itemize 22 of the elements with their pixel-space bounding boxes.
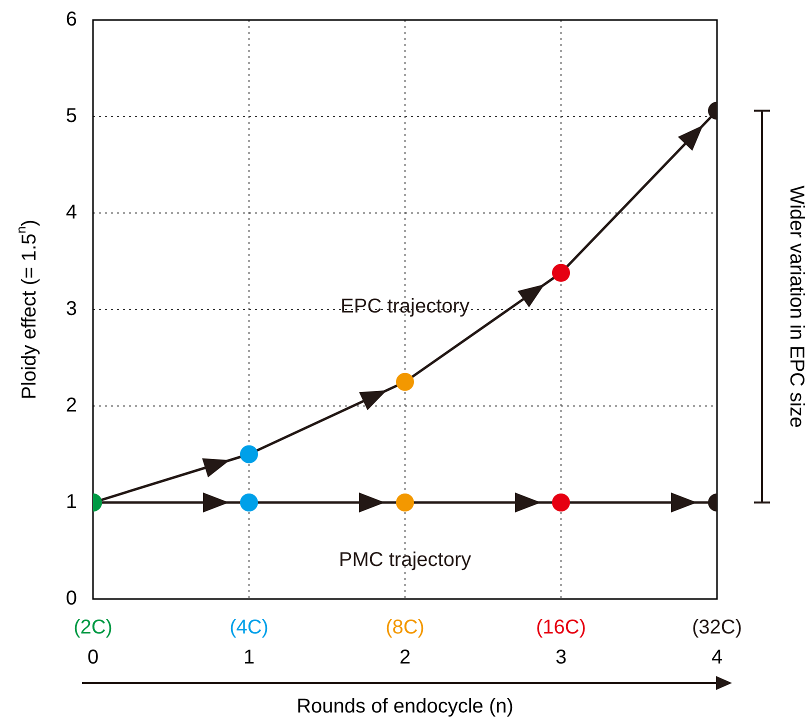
y-tick-label: 2: [66, 394, 77, 417]
x-tick-label: 3: [555, 646, 567, 669]
y-tick-label: 0: [66, 588, 77, 610]
x-tick-label: 4: [711, 646, 723, 669]
text: Wider variation in EPC size: [785, 185, 808, 428]
series-label: EPC trajectory: [340, 295, 470, 318]
y-axis-title: Ploidy effect (= 1.5n): [14, 220, 41, 400]
text: (16C): [536, 616, 586, 639]
y-tick-label: 4: [66, 202, 77, 224]
x-axis-title: Rounds of endocycle (n): [296, 696, 514, 718]
text: (4C): [230, 616, 268, 639]
text: PMC trajectory: [338, 549, 472, 572]
y-tick-label: 5: [66, 105, 77, 128]
text: (32C): [692, 616, 742, 639]
text: (8C): [386, 616, 424, 639]
y-tick-label: 3: [66, 298, 77, 320]
y-tick-label: 1: [66, 491, 77, 514]
x-tick-label: 1: [243, 646, 255, 669]
x-tick-label: 2: [399, 646, 411, 669]
x-tick-label: 0: [87, 646, 99, 669]
text: (2C): [74, 616, 112, 639]
y-tick-label: 6: [66, 8, 77, 31]
